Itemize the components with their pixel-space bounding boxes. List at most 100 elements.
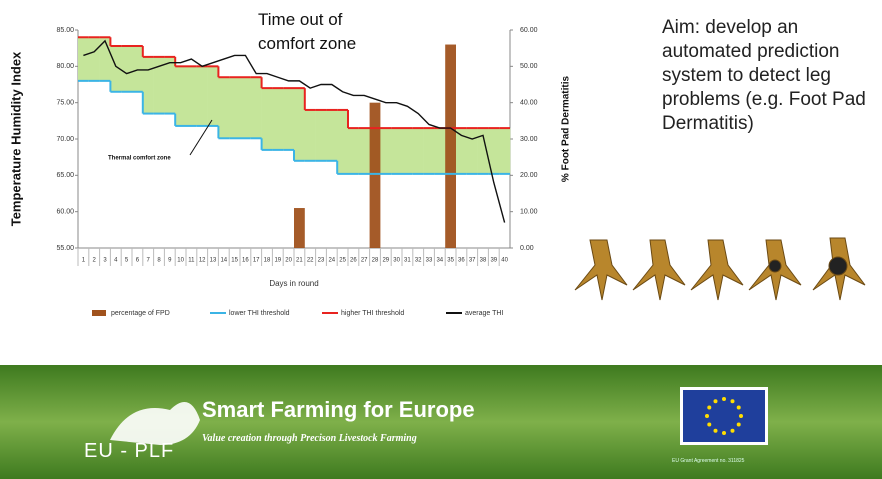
y2-axis-label: % Foot Pad Dermatitis	[561, 76, 572, 183]
y2-tick-label: 10.00	[520, 209, 538, 216]
bar	[294, 208, 305, 248]
x-tick-label: 34	[436, 258, 443, 264]
x-tick-label: 17	[253, 258, 260, 264]
aim-text: Aim: develop an automated prediction sys…	[662, 16, 882, 136]
x-tick-label: 29	[382, 258, 389, 264]
comfort-zone	[262, 88, 273, 150]
x-tick-label: 22	[307, 258, 314, 264]
comfort-zone	[380, 128, 391, 174]
star	[731, 399, 735, 403]
comfort-zone	[391, 128, 402, 174]
comfort-zone	[337, 110, 348, 174]
footer-subtitle: Value creation through Precison Livestoc…	[202, 433, 417, 444]
star	[737, 406, 741, 410]
x-tick-label: 32	[415, 258, 422, 264]
bar	[445, 45, 456, 248]
annotation: Thermal comfort zone	[108, 156, 171, 162]
x-tick-label: 12	[199, 258, 206, 264]
comfort-zone	[186, 66, 197, 126]
comfort-zone	[305, 110, 316, 161]
x-tick-label: 16	[242, 258, 249, 264]
comfort-zone	[326, 110, 337, 161]
comfort-zone	[467, 128, 478, 174]
y2-tick-label: 60.00	[520, 27, 538, 34]
comfort-zone	[175, 66, 186, 126]
x-tick-label: 31	[404, 258, 411, 264]
legend-label: lower THI threshold	[229, 310, 290, 317]
comfort-zone	[121, 46, 132, 92]
x-tick-label: 28	[372, 258, 379, 264]
legend-label: higher THI threshold	[341, 310, 404, 317]
slide: 55.0060.0065.0070.0075.0080.0085.000.001…	[0, 0, 882, 479]
y-tick-label: 55.00	[56, 245, 74, 252]
star	[722, 397, 726, 401]
x-tick-label: 5	[125, 258, 129, 264]
y-tick-label: 65.00	[56, 172, 74, 179]
y2-tick-label: 0.00	[520, 245, 534, 252]
legend-label: average THI	[465, 310, 503, 317]
comfort-zone	[197, 66, 208, 126]
comfort-zone	[294, 88, 305, 161]
x-tick-label: 23	[318, 258, 325, 264]
x-tick-label: 15	[231, 258, 238, 264]
y-tick-label: 80.00	[56, 63, 74, 70]
comfort-zone	[316, 110, 327, 161]
y2-tick-label: 30.00	[520, 136, 538, 143]
y-axis-label: Temperature Humidity Index	[8, 51, 23, 226]
star	[739, 414, 743, 418]
x-tick-label: 18	[264, 258, 271, 264]
bar	[370, 103, 381, 248]
x-tick-label: 19	[274, 258, 281, 264]
comfort-zone	[240, 77, 251, 138]
y-tick-label: 70.00	[56, 136, 74, 143]
x-tick-label: 26	[350, 258, 357, 264]
y-tick-label: 75.00	[56, 100, 74, 107]
x-tick-label: 40	[501, 258, 508, 264]
x-tick-label: 7	[147, 258, 151, 264]
x-tick-label: 33	[426, 258, 433, 264]
comfort-zone	[499, 128, 510, 174]
y2-tick-label: 50.00	[520, 63, 538, 70]
x-tick-label: 25	[339, 258, 346, 264]
star	[722, 431, 726, 435]
comfort-zone	[229, 77, 240, 138]
footer-title: Smart Farming for Europe	[202, 397, 475, 423]
x-tick-label: 38	[480, 258, 487, 264]
y2-tick-label: 40.00	[520, 100, 538, 107]
comfort-zone	[272, 88, 283, 150]
star	[707, 406, 711, 410]
comfort-zone	[413, 128, 424, 174]
x-axis-label: Days in round	[269, 279, 318, 288]
star	[731, 429, 735, 433]
comfort-zone	[208, 66, 219, 126]
comfort-zone	[348, 128, 359, 174]
comfort-zone	[132, 46, 143, 92]
comfort-zone	[434, 128, 445, 174]
star	[737, 423, 741, 427]
x-tick-label: 20	[285, 258, 292, 264]
y2-tick-label: 20.00	[520, 172, 538, 179]
x-tick-label: 35	[447, 258, 454, 264]
legend-swatch	[92, 310, 106, 316]
x-tick-label: 11	[188, 258, 195, 264]
x-tick-label: 3	[103, 258, 107, 264]
comfort-zone	[251, 77, 262, 138]
x-tick-label: 8	[157, 258, 161, 264]
comfort-zone	[78, 37, 89, 81]
comfort-zone	[424, 128, 435, 174]
comfort-zone	[164, 57, 175, 114]
y-tick-label: 60.00	[56, 209, 74, 216]
star	[714, 399, 718, 403]
chart-title: Time out of comfort zone	[258, 8, 398, 56]
x-tick-label: 10	[177, 258, 184, 264]
x-tick-label: 39	[490, 258, 497, 264]
comfort-zone	[359, 128, 370, 174]
x-tick-label: 30	[393, 258, 400, 264]
x-tick-label: 2	[93, 258, 97, 264]
x-tick-label: 1	[82, 258, 86, 264]
grant-text: EU Grant Agreement no. 311825	[672, 458, 744, 464]
comfort-zone	[402, 128, 413, 174]
x-tick-label: 4	[114, 258, 118, 264]
comfort-zone	[89, 37, 100, 81]
x-tick-label: 27	[361, 258, 368, 264]
